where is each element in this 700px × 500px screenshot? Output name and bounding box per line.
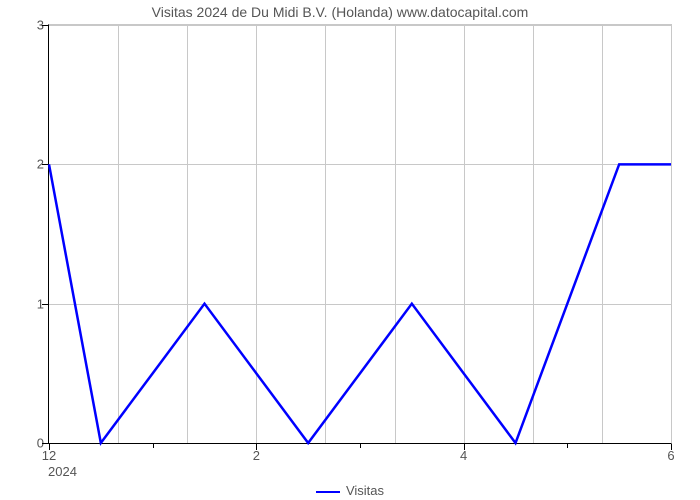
x-tick-label: 12 [42, 448, 56, 463]
chart-title: Visitas 2024 de Du Midi B.V. (Holanda) w… [0, 4, 680, 20]
x-tick-label: 4 [460, 448, 467, 463]
y-tick-label: 3 [4, 18, 44, 33]
y-tick-label: 1 [4, 296, 44, 311]
legend: Visitas [0, 483, 700, 498]
legend-label: Visitas [346, 483, 384, 498]
x-tick-label: 6 [667, 448, 674, 463]
y-tick-label: 0 [4, 436, 44, 451]
plot-area [48, 24, 672, 444]
y-tick-label: 2 [4, 157, 44, 172]
x-tick-label: 2 [253, 448, 260, 463]
data-line [49, 25, 671, 443]
x-axis-sublabel: 2024 [48, 464, 77, 479]
chart-container: Visitas 2024 de Du Midi B.V. (Holanda) w… [0, 0, 700, 500]
legend-swatch [316, 491, 340, 493]
